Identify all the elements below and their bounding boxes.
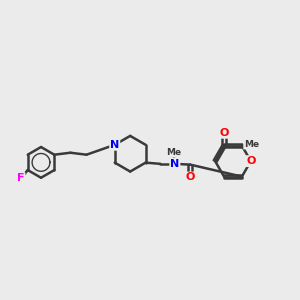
Text: N: N xyxy=(170,159,179,169)
Text: N: N xyxy=(110,140,119,150)
Text: O: O xyxy=(219,128,229,138)
Text: O: O xyxy=(185,172,195,182)
Text: Me: Me xyxy=(244,140,259,149)
Text: O: O xyxy=(246,156,256,166)
Text: Me: Me xyxy=(166,148,181,157)
Text: F: F xyxy=(17,173,25,183)
